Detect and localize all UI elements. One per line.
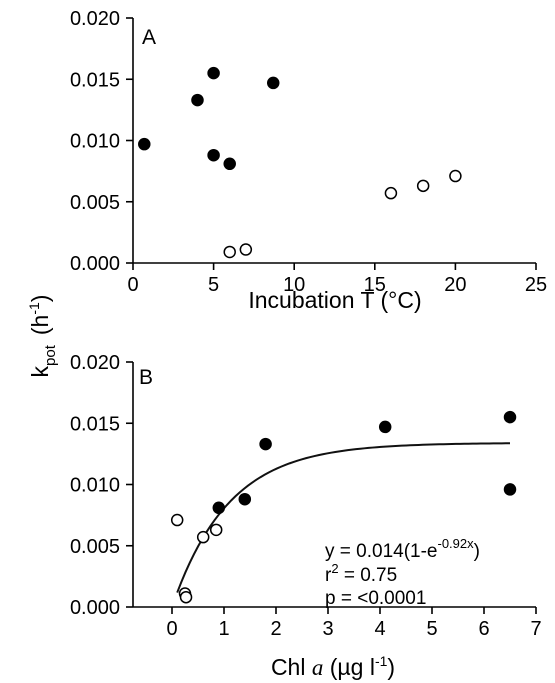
filled-point	[138, 137, 151, 151]
fit-r-squared: r2 = 0.75	[325, 561, 397, 586]
panel-b-fit-annotation: y = 0.014(1-e-0.92x) r2 = 0.75 p = <0.00…	[325, 536, 480, 609]
filled-point	[266, 76, 280, 90]
y-tick-label: 0.015	[70, 69, 120, 91]
fit-equation: y = 0.014(1-e-0.92x)	[325, 536, 480, 562]
filled-point	[212, 501, 226, 515]
filled-point	[191, 93, 204, 107]
filled-point	[238, 492, 252, 506]
filled-point	[259, 437, 272, 451]
panel-a-x-axis-label: Incubation T (°C)	[248, 287, 421, 313]
panel-b: 0.000 0.005 0.010 0.015 0.020 0 1 2 3 4 5 6 7 B Chl …	[70, 352, 542, 680]
x-tick-label: 0	[127, 274, 138, 296]
x-tick-label: 25	[525, 274, 547, 296]
open-point	[179, 590, 193, 604]
y-axis-label: kpot(h-1)	[26, 295, 59, 378]
filled-point	[223, 157, 236, 171]
panel-b-points	[170, 410, 517, 604]
y-tick-label: 0.000	[70, 253, 120, 275]
panel-b-x-axis-label: Chl a (µg l-1)	[271, 653, 395, 680]
open-point	[384, 186, 398, 200]
filled-point	[378, 420, 392, 434]
open-point	[449, 169, 462, 183]
y-tick-label: 0.020	[70, 8, 120, 30]
open-point	[170, 513, 184, 527]
y-tick-label: 0.015	[70, 413, 120, 435]
y-tick-label: 0.020	[70, 352, 120, 374]
open-point	[239, 243, 253, 256]
x-tick-label: 4	[374, 618, 385, 640]
filled-point	[207, 66, 220, 80]
panel-a: 0.000 0.005 0.010 0.015 0.020 0 5 10 15 20 25 A In…	[70, 8, 547, 313]
panel-a-points	[138, 66, 462, 259]
x-tick-label: 15	[364, 274, 386, 296]
filled-point	[503, 483, 517, 496]
x-tick-label: 5	[208, 274, 219, 296]
y-tick-label: 0.010	[70, 475, 120, 497]
panel-a-label: A	[142, 26, 156, 49]
panel-b-fit-curve	[176, 442, 511, 593]
panel-b-label: B	[139, 366, 153, 389]
y-tick-label: 0.005	[70, 536, 120, 558]
open-point	[209, 523, 223, 537]
filled-point	[207, 148, 220, 162]
x-tick-label: 6	[478, 618, 489, 640]
x-tick-label: 5	[426, 618, 437, 640]
filled-point	[503, 410, 517, 424]
y-tick-label: 0.000	[70, 597, 120, 619]
y-tick-label: 0.010	[70, 131, 120, 153]
panel-a-ticks: 0.000 0.005 0.010 0.015 0.020 0 5 10 15 20 25	[70, 8, 547, 296]
y-tick-label: 0.005	[70, 192, 120, 214]
fit-p-value: p = <0.0001	[325, 588, 426, 609]
x-tick-label: 7	[530, 618, 541, 640]
open-point	[416, 179, 430, 193]
open-point	[196, 530, 210, 544]
x-tick-label: 0	[166, 618, 177, 640]
x-tick-label: 20	[444, 274, 466, 296]
panel-b-ticks: 0.000 0.005 0.010 0.015 0.020 0 1 2 3 4 5 6 7	[70, 352, 542, 640]
x-tick-label: 2	[270, 618, 281, 640]
x-tick-label: 10	[283, 274, 305, 296]
open-point	[223, 245, 236, 259]
x-tick-label: 3	[322, 618, 333, 640]
x-tick-label: 1	[218, 618, 229, 640]
panel-a-axes	[132, 18, 536, 264]
